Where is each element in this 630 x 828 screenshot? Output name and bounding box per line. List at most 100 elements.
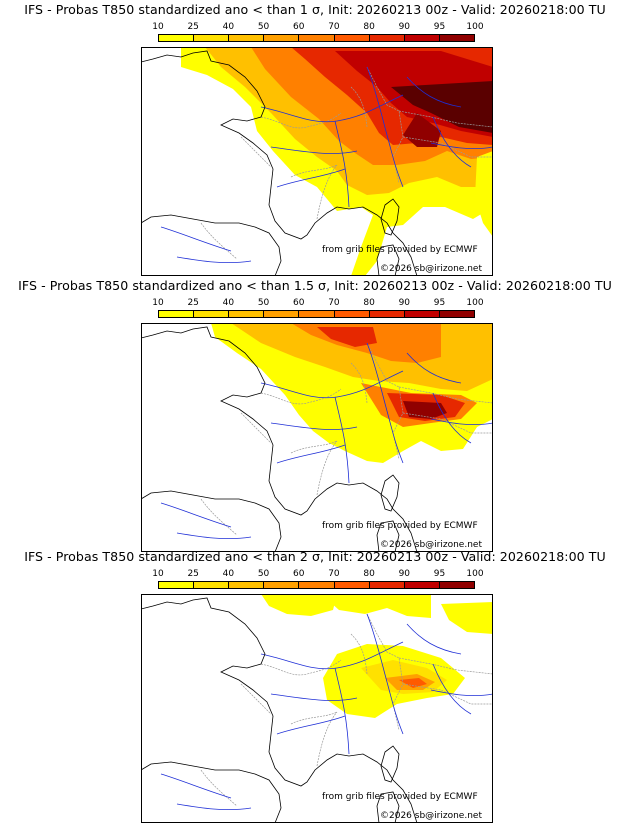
river-line xyxy=(432,116,472,168)
colorbar-segment xyxy=(159,311,195,317)
colorbar-segment xyxy=(299,311,335,317)
coastline xyxy=(380,198,400,236)
colorbar-segment xyxy=(404,582,440,588)
admin-border xyxy=(350,633,368,675)
admin-border xyxy=(402,683,493,705)
colorbar-segment xyxy=(334,35,370,41)
coastline xyxy=(141,761,282,823)
tick-label: 50 xyxy=(257,22,270,32)
river-line xyxy=(430,689,493,697)
probability-region xyxy=(321,594,431,618)
admin-border xyxy=(402,136,493,158)
colorbar-segment xyxy=(264,582,300,588)
tick-label: 60 xyxy=(293,569,305,579)
probability-region xyxy=(403,401,447,419)
tick-label: 10 xyxy=(152,569,164,579)
colorbar-segment xyxy=(299,35,335,41)
colorbar-segment xyxy=(404,311,440,317)
river-line xyxy=(406,352,462,384)
tick-label: 100 xyxy=(466,22,484,32)
map-panel-2: IFS - Probas T850 standardized ano < tha… xyxy=(0,276,630,552)
admin-border xyxy=(200,498,238,536)
coastline xyxy=(380,474,400,512)
admin-border xyxy=(200,222,238,260)
source-credit: from grib files provided by ECMWF xyxy=(322,521,478,531)
copyright-credit: ©2026 sb@irizone.net xyxy=(380,811,482,821)
coastline xyxy=(141,50,418,276)
river-line xyxy=(176,803,252,811)
probability-region xyxy=(261,594,337,616)
colorbar-ticks: 10 25 40 50 60 70 80 90 95 100 xyxy=(152,22,483,33)
admin-border xyxy=(398,386,493,404)
admin-border xyxy=(260,112,342,129)
admin-border xyxy=(398,657,493,675)
colorbar-segment xyxy=(369,582,405,588)
river-line xyxy=(176,532,252,540)
colorbar xyxy=(158,34,475,42)
tick-label: 95 xyxy=(433,569,446,579)
tick-label: 70 xyxy=(328,298,340,308)
colorbar-segment xyxy=(194,35,230,41)
tick-label: 95 xyxy=(433,22,446,32)
tick-label: 50 xyxy=(257,298,270,308)
tick-label: 25 xyxy=(187,22,199,32)
admin-border xyxy=(200,769,238,807)
admin-border xyxy=(402,412,493,434)
tick-label: 100 xyxy=(466,298,484,308)
coastline xyxy=(141,597,418,823)
admin-border xyxy=(316,164,338,220)
river-line xyxy=(276,715,346,735)
probability-map xyxy=(141,323,493,552)
coastline xyxy=(141,214,282,276)
colorbar xyxy=(158,581,475,589)
colorbar-segment xyxy=(299,582,335,588)
tick-label: 100 xyxy=(466,569,484,579)
colorbar-segment xyxy=(439,582,474,588)
colorbar-segment xyxy=(229,311,265,317)
admin-border xyxy=(240,412,272,444)
colorbar-segment xyxy=(369,35,405,41)
admin-border xyxy=(290,440,338,454)
river-line xyxy=(334,396,350,484)
tick-label: 90 xyxy=(398,22,411,32)
probability-region xyxy=(475,151,493,237)
colorbar-segment xyxy=(229,35,265,41)
colorbar-segment xyxy=(159,35,195,41)
colorbar-segment xyxy=(194,311,230,317)
tick-label: 10 xyxy=(152,22,164,32)
river-line xyxy=(160,226,232,252)
admin-border xyxy=(260,388,342,405)
tick-label: 70 xyxy=(328,569,340,579)
colorbar-segment xyxy=(439,311,474,317)
river-line xyxy=(430,142,493,150)
admin-border xyxy=(290,164,338,178)
colorbar-segment xyxy=(264,311,300,317)
coastline xyxy=(376,791,400,823)
coastline xyxy=(376,520,400,552)
colorbar-segment xyxy=(264,35,300,41)
river-line xyxy=(334,120,350,208)
source-credit: from grib files provided by ECMWF xyxy=(322,245,478,255)
map-frame xyxy=(141,594,493,823)
admin-border xyxy=(398,110,493,128)
tick-label: 50 xyxy=(257,569,270,579)
river-line xyxy=(432,392,472,444)
river-line xyxy=(276,444,346,464)
admin-border xyxy=(316,711,338,767)
admin-border xyxy=(290,711,338,725)
tick-label: 60 xyxy=(293,22,305,32)
colorbar-segment xyxy=(334,582,370,588)
colorbar-segment xyxy=(334,311,370,317)
map-canvas xyxy=(141,47,493,276)
map-frame xyxy=(141,323,493,552)
tick-label: 80 xyxy=(363,22,375,32)
river-line xyxy=(270,693,358,701)
tick-label: 40 xyxy=(222,298,235,308)
colorbar-segment xyxy=(369,311,405,317)
river-line xyxy=(406,623,462,655)
colorbar-segment xyxy=(404,35,440,41)
river-line xyxy=(334,667,350,755)
admin-border xyxy=(350,86,368,128)
river-line xyxy=(270,422,358,430)
river-line xyxy=(406,76,462,108)
